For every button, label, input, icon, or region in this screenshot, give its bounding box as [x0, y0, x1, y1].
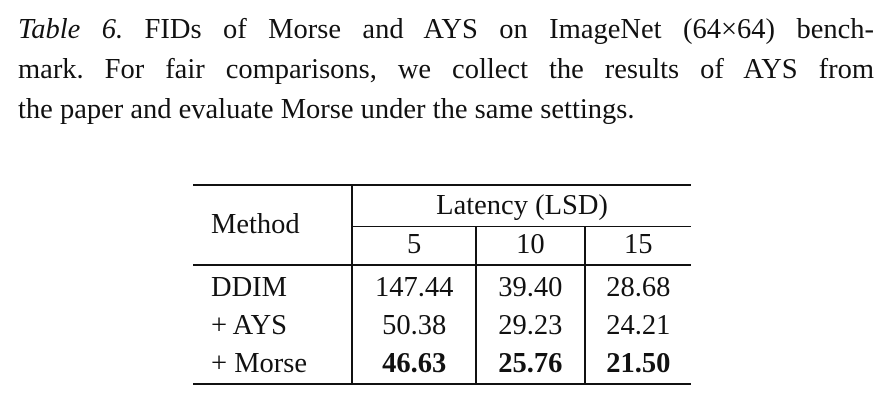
table-row: DDIM 147.44 39.40 28.68	[193, 264, 691, 307]
fid-results-table: Method Latency (LSD) 5 10 15 DDIM 147.44…	[193, 184, 691, 385]
value-cell: 39.40	[475, 264, 585, 307]
latency-group-header: Latency (LSD)	[351, 184, 691, 227]
table-caption: Table 6. FIDs of Morse and AYS on ImageN…	[18, 10, 874, 130]
latency-col-15: 15	[583, 226, 691, 265]
latency-col-5: 5	[351, 226, 477, 265]
best-value-cell: 25.76	[475, 345, 585, 385]
header-row-2: 5 10 15	[193, 226, 691, 265]
method-cell: + AYS	[211, 309, 288, 341]
latency-col-10: 10	[475, 226, 585, 265]
value-cell: 29.23	[475, 307, 585, 345]
method-cell: + Morse	[193, 345, 353, 385]
value-cell: 50.38	[351, 307, 477, 345]
method-header: Method	[193, 184, 353, 265]
method-cell: DDIM	[193, 264, 353, 307]
header-row-1: Method Latency (LSD)	[193, 184, 691, 265]
value-cell: 28.68	[583, 264, 691, 307]
table-row: + AYS 50.38 29.23 24.21	[193, 307, 691, 345]
caption-line-3: the paper and evaluate Morse under the s…	[18, 94, 635, 125]
caption-line-1: Table 6. FIDs of Morse and AYS on ImageN…	[18, 10, 874, 50]
caption-label: Table 6.	[18, 14, 124, 45]
best-value-cell: 46.63	[351, 345, 477, 385]
caption-text-1: FIDs of Morse and AYS on ImageNet (64×64…	[144, 14, 874, 45]
table-row: + Morse 46.63 25.76 21.50	[193, 345, 691, 385]
caption-line-2: mark. For fair comparisons, we collect t…	[18, 54, 874, 85]
value-cell: 147.44	[351, 264, 477, 307]
value-cell: 24.21	[583, 307, 691, 345]
best-value-cell: 21.50	[583, 345, 691, 385]
